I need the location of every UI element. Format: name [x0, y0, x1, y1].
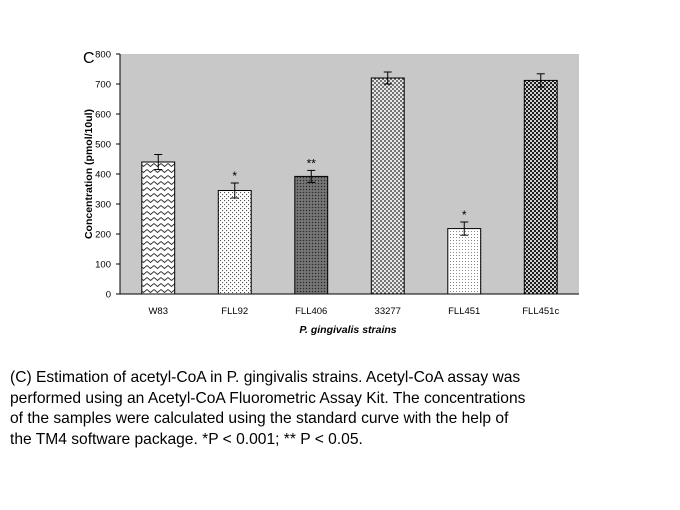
- y-axis-label: Concentration (pmol/10ul): [83, 109, 95, 239]
- y-tick-label: 200: [95, 230, 111, 241]
- x-tick-label: FLL406: [295, 306, 327, 317]
- bar-fll451: [447, 228, 482, 295]
- bar-w83: [141, 161, 176, 295]
- x-axis-label: P. gingivalis strains: [299, 324, 396, 336]
- y-tick-label: 300: [95, 200, 111, 211]
- y-tick-label: 500: [95, 140, 111, 151]
- y-tick-label: 800: [95, 50, 111, 61]
- bar-chart-figure: C 0 100 200 300 400 500 600 700 800 * ** * W83 FLL9…: [83, 49, 579, 336]
- y-tick-label: 0: [106, 290, 111, 301]
- x-tick-label: FLL451c: [522, 306, 559, 317]
- figure-caption: (C) Estimation of acetyl-CoA in P. gingi…: [10, 369, 526, 448]
- plot-area: [120, 54, 579, 294]
- y-tick-label: 100: [95, 260, 111, 271]
- y-axis-ticks: 0 100 200 300 400 500 600 700 800: [95, 50, 120, 301]
- bar-fll92: [217, 190, 252, 295]
- x-tick-label: 33277: [375, 306, 401, 317]
- x-tick-label: FLL92: [221, 306, 248, 317]
- bar-fll451c: [523, 79, 558, 295]
- significance-marker: **: [307, 156, 317, 170]
- significance-marker: *: [462, 208, 467, 222]
- significance-marker: *: [232, 169, 237, 183]
- y-tick-label: 400: [95, 170, 111, 181]
- x-axis-ticks: W83 FLL92 FLL406 33277 FLL451 FLL451c: [148, 306, 559, 317]
- x-tick-label: W83: [148, 306, 168, 317]
- panel-label: C: [83, 50, 95, 67]
- x-tick-label: FLL451: [448, 306, 480, 317]
- bar-33277: [370, 77, 405, 295]
- bar-fll406: [294, 175, 329, 295]
- y-tick-label: 700: [95, 80, 111, 91]
- y-tick-label: 600: [95, 110, 111, 121]
